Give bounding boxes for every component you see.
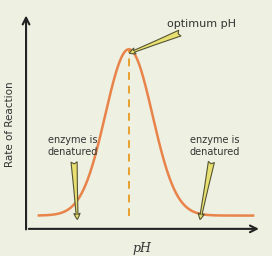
Text: enzyme is
denatured: enzyme is denatured <box>48 135 98 219</box>
Text: pH: pH <box>132 242 151 255</box>
Text: enzyme is
denatured: enzyme is denatured <box>189 135 240 219</box>
Text: Rate of Reaction: Rate of Reaction <box>5 81 15 167</box>
Text: optimum pH: optimum pH <box>129 19 236 54</box>
